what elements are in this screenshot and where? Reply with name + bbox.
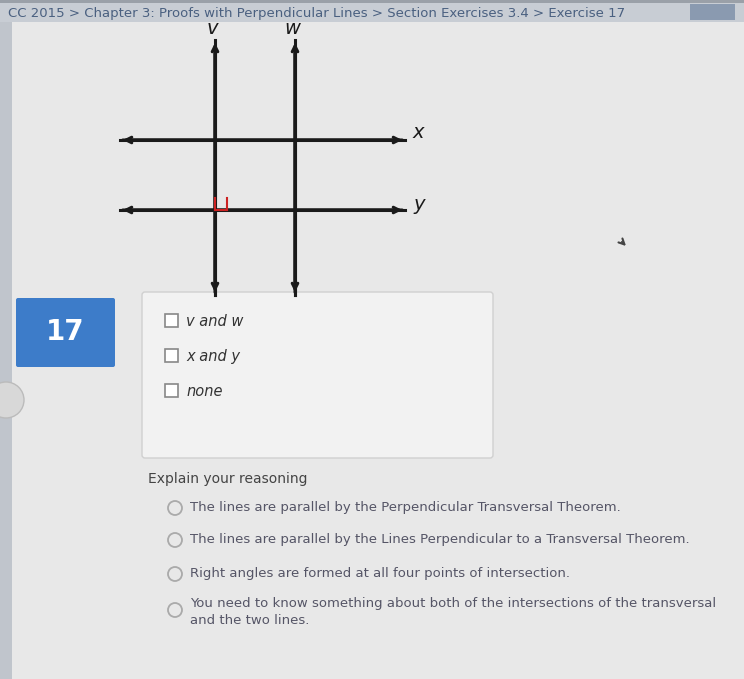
Circle shape [0, 382, 24, 418]
Text: and the two lines.: and the two lines. [190, 614, 310, 627]
Bar [690, 4, 735, 20]
Bar [0, 0, 744, 22]
Bar [165, 314, 178, 327]
Text: y: y [413, 196, 425, 215]
Bar [165, 348, 178, 361]
Text: v and w: v and w [186, 314, 243, 329]
Text: Right angles are formed at all four points of intersection.: Right angles are formed at all four poin… [190, 568, 570, 581]
Text: v: v [206, 19, 218, 38]
Text: You need to know something about both of the intersections of the transversal: You need to know something about both of… [190, 596, 716, 610]
Text: The lines are parallel by the Perpendicular Transversal Theorem.: The lines are parallel by the Perpendicu… [190, 502, 620, 515]
FancyBboxPatch shape [16, 298, 115, 367]
Text: 17: 17 [46, 318, 85, 346]
Text: Explain your reasoning: Explain your reasoning [148, 472, 307, 486]
Text: none: none [186, 384, 222, 399]
FancyBboxPatch shape [142, 292, 493, 458]
Text: w: w [284, 19, 300, 38]
Bar [0, 22, 12, 679]
Text: The lines are parallel by the Lines Perpendicular to a Transversal Theorem.: The lines are parallel by the Lines Perp… [190, 534, 690, 547]
Bar [0, 0, 744, 3]
Bar [165, 384, 178, 397]
Text: x and y: x and y [186, 348, 240, 363]
Text: CC 2015 > Chapter 3: Proofs with Perpendicular Lines > Section Exercises 3.4 > E: CC 2015 > Chapter 3: Proofs with Perpend… [8, 7, 625, 20]
Text: x: x [413, 122, 425, 141]
